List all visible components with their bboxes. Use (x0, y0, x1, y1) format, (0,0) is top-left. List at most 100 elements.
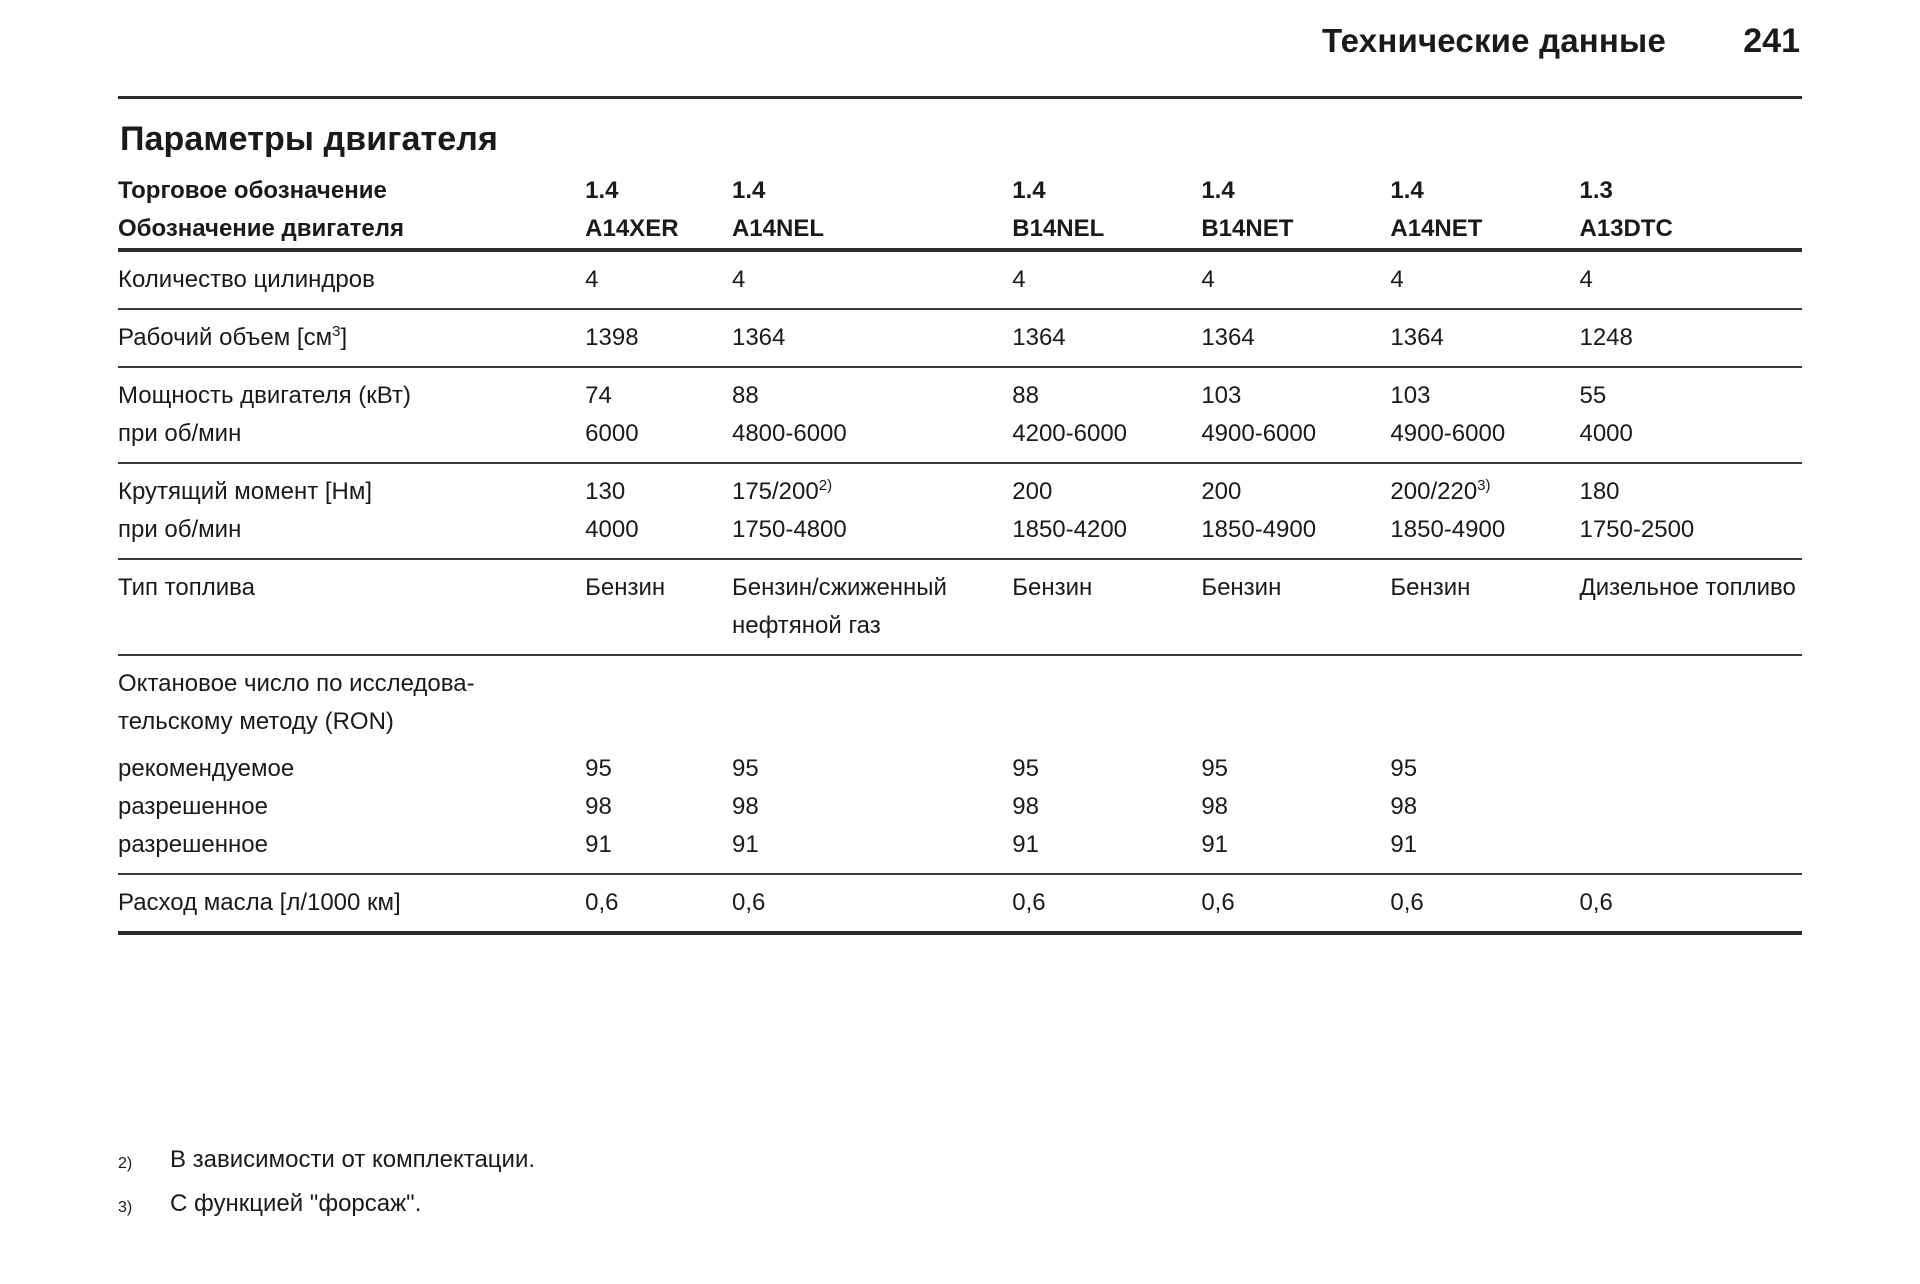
footnote-marker: 2) (118, 1155, 133, 1172)
cell-value: 4200-6000 (1012, 415, 1202, 464)
cell-value: 103 (1201, 382, 1242, 409)
cell-value: 98 (585, 793, 612, 820)
trade-value-1: 1.4 (585, 177, 619, 204)
cell-value: Бензин (585, 559, 732, 656)
cell-value: 1750-4800 (731, 511, 1013, 560)
row-label-engine: Обозначение двигателя (118, 210, 586, 252)
cell-value-text: 175/200 (731, 478, 819, 505)
header-divider (118, 96, 1802, 99)
table-row-displacement: Рабочий объем [см3] 1398 1364 1364 1364 … (118, 309, 1802, 368)
cell-value: 0,6 (1201, 874, 1391, 935)
cell-value: 6000 (585, 415, 732, 464)
cell-value: Бензин (1012, 559, 1202, 656)
trade-value-3: 1.4 (1012, 177, 1046, 204)
cell-value: 91 (585, 826, 732, 875)
cell-value: 0,6 (1579, 874, 1802, 935)
row-label: разрешенное (118, 793, 268, 820)
row-label: разрешенное (118, 826, 586, 875)
cell-value: 95 (1201, 755, 1229, 782)
cell-value (1201, 655, 1390, 703)
cell-value: 4 (1012, 250, 1202, 310)
cell-value: 91 (731, 826, 1013, 875)
cell-value: Бензин (1201, 559, 1391, 656)
cell-value: 4 (1579, 250, 1802, 310)
cell-value: 175/2002) (732, 463, 1012, 511)
cell-value: 95 (731, 755, 759, 782)
cell-value: 180 (1579, 478, 1620, 505)
cell-value-text: 200/220 (1390, 478, 1478, 505)
trade-value-5: 1.4 (1390, 177, 1424, 204)
page-title: Параметры двигателя (120, 120, 498, 158)
engine-value-5: A14NET (1390, 210, 1580, 252)
cell-value (585, 655, 732, 703)
cell-value: 1850-4200 (1012, 511, 1202, 560)
cell-value: 4 (585, 250, 732, 310)
cell-value: 55 (1579, 382, 1607, 409)
table-row-octane-heading-line2: тельскому методу (RON) (118, 703, 1802, 741)
cell-value: 1750-2500 (1579, 511, 1802, 560)
footnote-marker: 3) (118, 1199, 133, 1216)
trade-value-4: 1.4 (1201, 177, 1235, 204)
cell-value (1201, 703, 1390, 741)
cell-value: 98 (1390, 793, 1418, 820)
footnote-item: 2) В зависимости от комплектации. (118, 1140, 535, 1184)
cell-value (1012, 703, 1201, 741)
table-row-octane-heading-line1: Октановое число по исследова- (118, 655, 1802, 703)
cell-value: 1248 (1579, 309, 1802, 368)
cell-value (1579, 741, 1802, 788)
trade-value-2: 1.4 (731, 177, 766, 204)
cell-value: 91 (1201, 826, 1391, 875)
cell-value (1579, 788, 1802, 826)
table-row-cylinders: Количество цилиндров 4 4 4 4 4 4 (118, 250, 1802, 310)
superscript-3: 3 (332, 323, 341, 340)
cell-value: 91 (1012, 826, 1202, 875)
cell-value: 4000 (585, 511, 732, 560)
cell-value: 74 (585, 382, 612, 409)
cell-value (1012, 655, 1201, 703)
footnote-ref-2: 2) (818, 477, 833, 494)
page-number: 241 (1743, 22, 1800, 60)
footnote-ref-3: 3) (1477, 477, 1491, 494)
cell-value: 4 (1390, 250, 1580, 310)
footnote-text: В зависимости от комплектации. (170, 1146, 536, 1173)
cell-value (1390, 655, 1579, 703)
cell-value: 4800-6000 (731, 415, 1013, 464)
cell-value: Бензин (1390, 559, 1580, 656)
row-label-tail: ] (340, 324, 348, 351)
cell-value: 1850-4900 (1390, 511, 1580, 560)
cell-value: 4900-6000 (1201, 415, 1391, 464)
cell-value: 1364 (731, 309, 1013, 368)
cell-value: 1364 (1390, 309, 1580, 368)
engine-value-4: B14NET (1201, 210, 1391, 252)
cell-value: 1398 (585, 309, 732, 368)
table-row-octane-allowed-98: разрешенное 98 98 98 98 98 (118, 788, 1802, 826)
table-row-octane-allowed-91: разрешенное 91 91 91 91 91 (118, 826, 1802, 875)
row-label: Расход масла [л/1000 км] (118, 874, 586, 935)
cell-value: 95 (1390, 755, 1418, 782)
cell-value: 4000 (1579, 415, 1802, 464)
table-header-engine-row: Обозначение двигателя A14XER A14NEL B14N… (118, 210, 1802, 252)
cell-value: 0,6 (1390, 874, 1580, 935)
engine-value-3: B14NEL (1012, 210, 1202, 252)
row-label: Рабочий объем [см3] (118, 309, 586, 368)
row-label: при об/мин (118, 511, 586, 560)
cell-value: 98 (1201, 793, 1229, 820)
header-title: Технические данные (1321, 22, 1666, 59)
table-row-torque: Крутящий момент [Нм] 130 175/2002) 200 2… (118, 463, 1802, 511)
cell-value: 4900-6000 (1390, 415, 1580, 464)
table-row-power-rpm: при об/мин 6000 4800-6000 4200-6000 4900… (118, 415, 1802, 464)
row-label: Количество цилиндров (118, 250, 586, 310)
engine-value-6: A13DTC (1579, 210, 1802, 252)
footnotes: 2) В зависимости от комплектации. 3) С ф… (118, 1140, 535, 1228)
cell-value (585, 703, 732, 741)
cell-value: 98 (731, 793, 759, 820)
cell-value: 88 (731, 382, 759, 409)
engine-value-2: A14NEL (731, 210, 1013, 252)
cell-value: 103 (1390, 382, 1431, 409)
cell-value: 91 (1390, 826, 1580, 875)
cell-value: 200 (1012, 478, 1053, 505)
table-row-torque-rpm: при об/мин 4000 1750-4800 1850-4200 1850… (118, 511, 1802, 560)
cell-value: 130 (585, 478, 626, 505)
footnote-item: 3) С функцией "форсаж". (118, 1184, 535, 1228)
